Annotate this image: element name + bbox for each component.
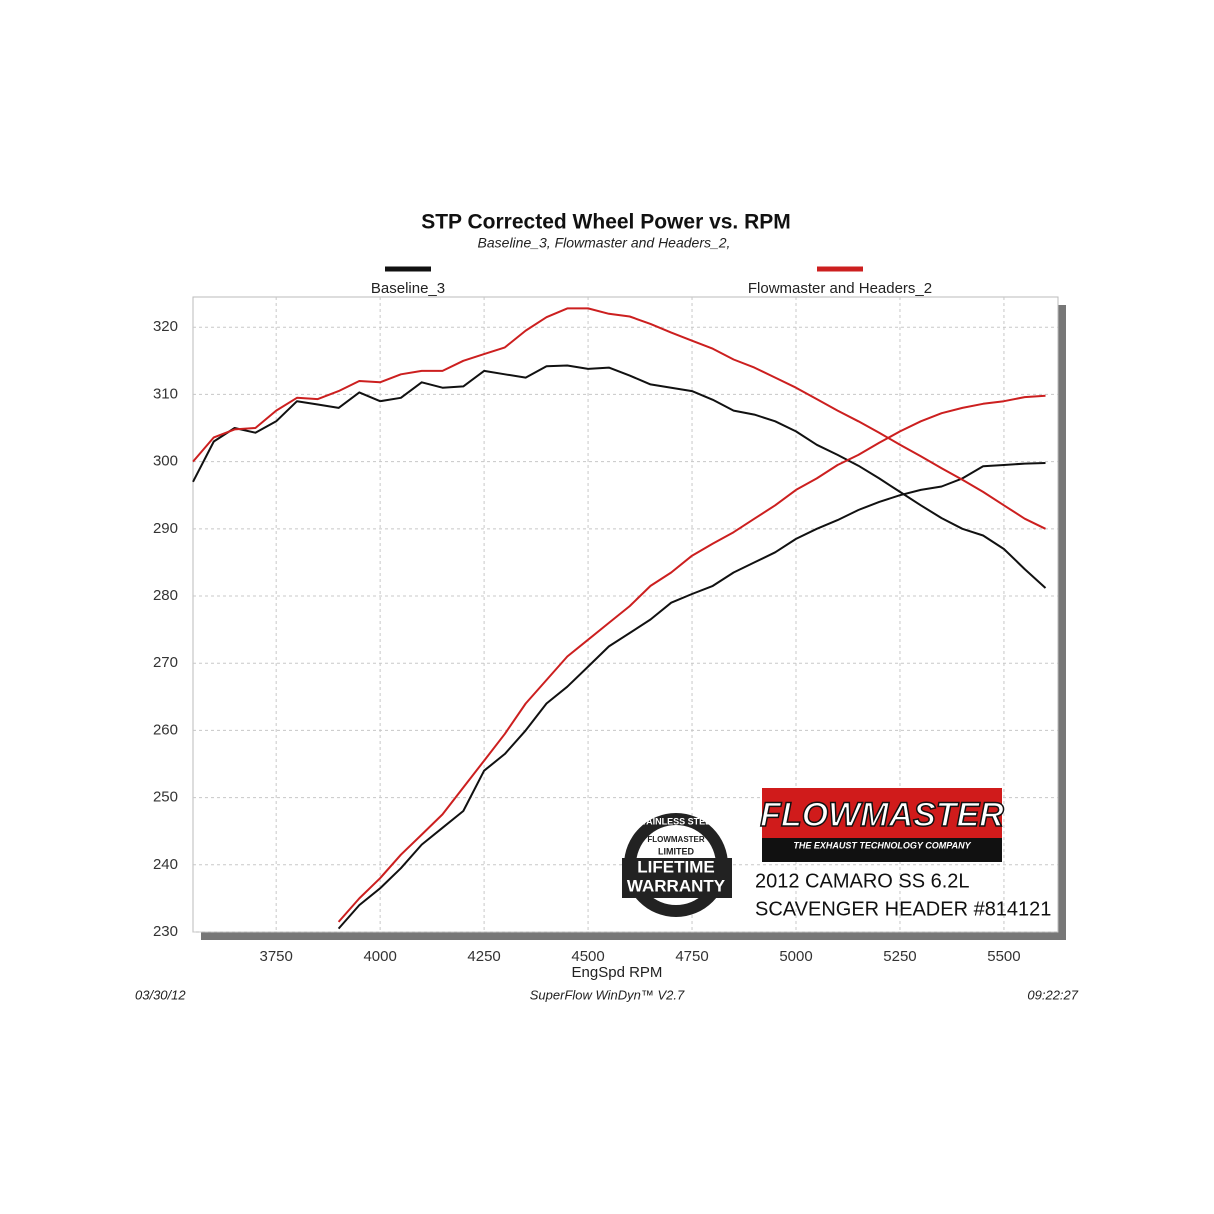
badge-banner: [622, 858, 732, 898]
footer-time: 09:22:27: [1027, 987, 1078, 1002]
legend-label: Flowmaster and Headers_2: [748, 280, 932, 297]
x-tick-label: 5500: [987, 948, 1020, 965]
series-line: [337, 462, 1046, 930]
y-tick-label: 290: [153, 520, 178, 537]
x-tick-label: 4250: [467, 948, 500, 965]
y-tick-label: 230: [153, 923, 178, 940]
badge: STAINLESS STEEL FLOWMASTER LIMITED LIFET…: [622, 813, 732, 917]
x-tick-label: 5250: [883, 948, 916, 965]
caption: 2012 CAMARO SS 6.2L: [755, 870, 970, 892]
x-tick-label: 5000: [779, 948, 812, 965]
badge-limited: LIMITED: [658, 846, 694, 856]
caption: SCAVENGER HEADER #814121: [755, 898, 1051, 920]
chart-title: STP Corrected Wheel Power vs. RPM: [421, 211, 791, 234]
y-tick-label: 250: [153, 789, 178, 806]
x-tick-label: 4500: [571, 948, 604, 965]
y-tick-label: 310: [153, 385, 178, 402]
y-tick-label: 240: [153, 856, 178, 873]
logo: FLOWMASTER THE EXHAUST TECHNOLOGY COMPAN…: [759, 788, 1005, 862]
y-tick-label: 300: [153, 453, 178, 470]
logo-band: [762, 838, 1002, 862]
badge-top: STAINLESS STEEL: [635, 816, 717, 826]
y-tick-label: 280: [153, 587, 178, 604]
footer-date: 03/30/12: [135, 987, 186, 1002]
chart-subtitle: Baseline_3, Flowmaster and Headers_2,: [478, 235, 731, 251]
x-tick-label: 4000: [363, 948, 396, 965]
y-tick-label: 320: [153, 318, 178, 335]
logo-brand: FLOWMASTER: [760, 796, 1004, 834]
x-tick-label: 3750: [259, 948, 292, 965]
x-axis-label: EngSpd RPM: [572, 964, 663, 981]
badge-line2: WARRANTY: [627, 876, 726, 895]
series-line: [192, 307, 1046, 530]
logo-tagline: THE EXHAUST TECHNOLOGY COMPANY: [793, 840, 971, 850]
x-tick-label: 4750: [675, 948, 708, 965]
y-tick-label: 260: [153, 721, 178, 738]
series-line: [337, 394, 1046, 923]
legend-label: Baseline_3: [371, 280, 445, 297]
y-tick-label: 270: [153, 654, 178, 671]
badge-line1: LIFETIME: [637, 857, 714, 876]
footer-software: SuperFlow WinDyn™ V2.7: [530, 987, 685, 1002]
badge-brand: FLOWMASTER: [647, 835, 705, 844]
